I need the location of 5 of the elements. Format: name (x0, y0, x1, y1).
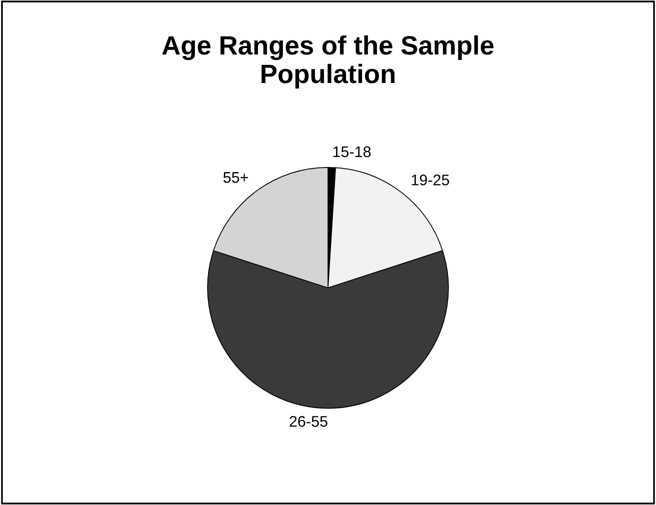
slice-label: 19-25 (412, 174, 450, 186)
slice-label: 26-55 (290, 416, 328, 427)
chart-title: Age Ranges of the Sample Population (162, 35, 494, 88)
slice-label: 15-18 (333, 146, 371, 158)
slice-label: 55+ (223, 172, 248, 183)
